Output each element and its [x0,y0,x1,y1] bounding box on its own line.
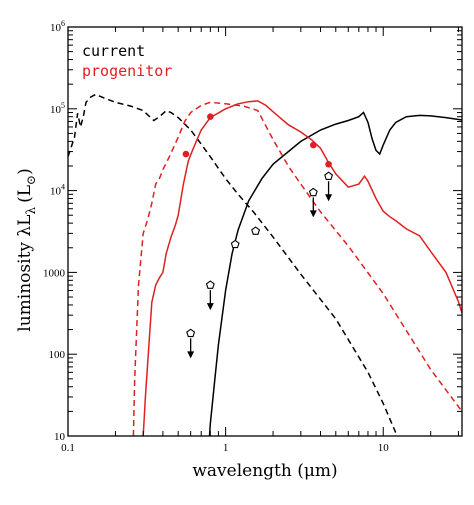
upper-limit-symbol [324,171,334,180]
x-tick-label: 0.1 [61,442,75,454]
y-tick-label: 100 [49,349,66,361]
y-axis-title-close: ) [15,168,35,175]
y-tick-label: 1000 [43,267,66,279]
series-line-current-dashed [68,93,397,433]
upper-limit-marker [324,171,334,202]
y-tick-label-base: 10 [50,22,62,34]
photometry-point [207,113,214,121]
photometry-point [182,150,190,158]
plot-content [68,93,462,436]
upper-limit-arrow-head [206,303,214,311]
y-tick-label-exponent: 4 [61,183,65,192]
y-axis-title-sub: λ [24,207,38,215]
legend-label-progenitor: progenitor [82,62,172,80]
y-tick-label-exponent: 5 [61,101,65,110]
x-tick-label: 1 [223,442,229,454]
photometry-point [325,160,332,168]
y-tick-label-base: 10 [50,186,62,198]
y-tick-label: 10 [54,431,66,443]
axis-ticks [67,26,462,437]
y-tick-label-base: 10 [50,104,62,116]
upper-limit-arrow-head [325,194,333,202]
upper-limit-marker [205,280,215,311]
y-axis-title-main: luminosity λL [15,215,35,332]
detection-marker [230,239,240,249]
x-tick-label: 10 [378,442,390,454]
y-tick-label: 104 [50,183,65,198]
y-axis-title-unit: (L [15,185,35,203]
y-tick-label: 105 [50,101,65,116]
upper-limit-symbol [186,328,196,338]
y-axis-title: luminosity λLλ (L⊙) [15,168,38,331]
y-tick-label-exponent: 6 [61,19,65,28]
upper-limit-symbol [308,187,318,197]
series-line-current-solid [208,111,462,436]
upper-limit-arrow-head [309,210,317,218]
x-axis-title: wavelength (μm) [192,461,337,481]
detection-marker [251,226,261,235]
legend-label-current: current [82,42,145,60]
upper-limit-marker [186,328,196,359]
plot-frame [67,26,463,437]
upper-limit-marker [308,187,318,218]
y-axis-title-unit-sub: ⊙ [24,175,38,185]
y-tick-label: 106 [50,19,65,34]
series-line-progenitor-solid [142,100,462,436]
upper-limit-arrow-head [187,351,195,359]
upper-limit-symbol [205,280,215,289]
photometry-point [310,141,317,149]
